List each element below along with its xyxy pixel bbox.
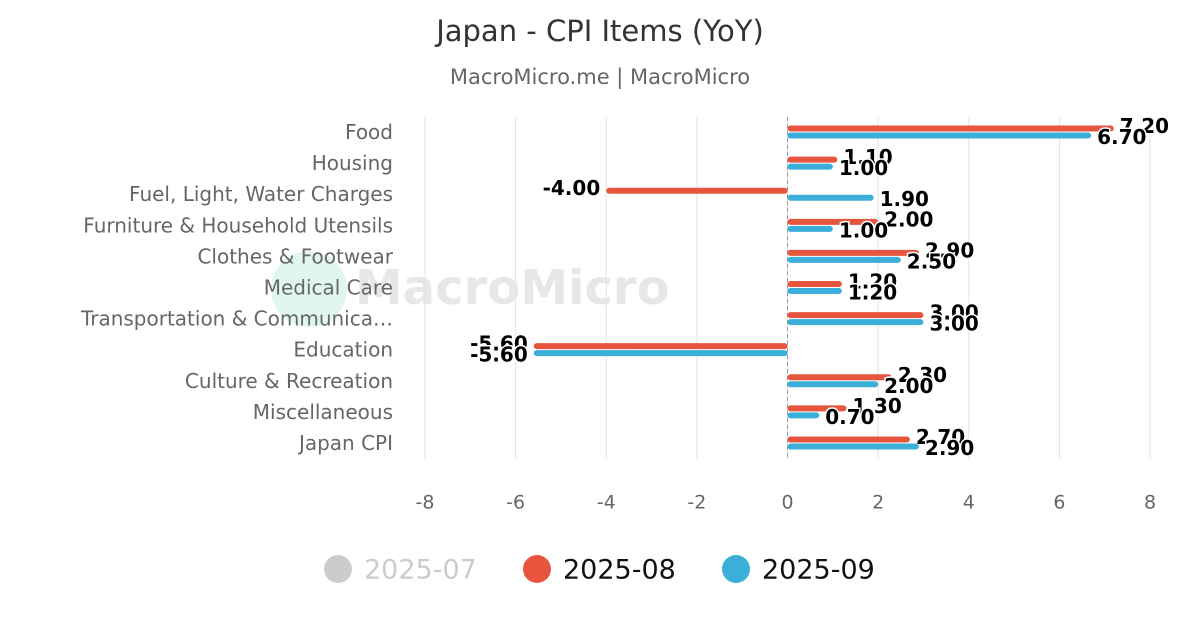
value-label: -5.60 (470, 332, 528, 356)
bar (787, 218, 879, 225)
bar (787, 405, 847, 412)
value-label: 6.70 (1097, 125, 1146, 149)
value-label: 7.20 (1120, 114, 1169, 138)
value-label: 3.00 (929, 312, 978, 336)
watermark-text: MacroMicro (355, 260, 670, 316)
value-label: 2.00 (884, 374, 933, 398)
y-tick-label: Clothes & Footwear (197, 244, 393, 268)
bar (787, 132, 1092, 139)
y-tick-label: Food (345, 120, 393, 144)
bar (787, 256, 901, 263)
value-label: 2.90 (925, 436, 974, 460)
value-label: 1.30 (852, 394, 901, 418)
x-tick-label: -4 (597, 492, 616, 514)
x-tick-label: -2 (687, 492, 706, 514)
x-tick-label: 2 (872, 492, 884, 514)
value-label: 1.00 (839, 218, 888, 242)
value-label: -5.60 (470, 343, 528, 367)
legend-item[interactable]: 2025-07 (324, 555, 477, 586)
bar (787, 288, 842, 294)
y-tick-label: Transportation & Communica… (80, 307, 393, 331)
value-label: 2.00 (884, 207, 933, 231)
y-tick-label: Japan CPI (297, 431, 393, 455)
x-tick-label: -8 (416, 492, 435, 514)
value-label: 1.00 (839, 156, 888, 180)
bar (533, 343, 788, 350)
y-tick-label: Medical Care (264, 276, 393, 300)
bar (787, 374, 892, 381)
bar (787, 443, 919, 450)
value-label: 1.90 (880, 187, 929, 211)
bar (787, 156, 838, 163)
legend-label: 2025-09 (762, 555, 875, 586)
legend-swatch (324, 555, 352, 583)
y-tick-label: Education (293, 338, 393, 362)
bar (787, 412, 820, 419)
bar (787, 436, 910, 443)
value-label: 2.90 (925, 238, 974, 262)
bar (787, 319, 924, 326)
bar (787, 125, 1114, 132)
x-tick-label: 8 (1144, 492, 1156, 514)
legend-label: 2025-08 (563, 555, 676, 586)
chart-title: Japan - CPI Items (YoY) (434, 14, 764, 48)
legend-swatch (722, 555, 750, 583)
watermark: MacroMicro (271, 251, 670, 327)
value-label: 3.00 (929, 301, 978, 325)
y-tick-label: Fuel, Light, Water Charges (129, 182, 393, 206)
y-tick-label: Furniture & Household Utensils (83, 213, 393, 237)
y-tick-label: Culture & Recreation (185, 369, 393, 393)
value-label: 1.10 (843, 145, 892, 169)
bar (787, 225, 833, 232)
value-label: 1.20 (848, 281, 897, 305)
bar (787, 194, 874, 201)
legend-label: 2025-07 (364, 555, 477, 586)
bar (606, 187, 788, 194)
value-label: 1.20 (848, 270, 897, 294)
bar (787, 312, 924, 319)
value-label: 2.70 (916, 425, 965, 449)
value-label: 2.30 (898, 363, 947, 387)
bar (533, 350, 788, 357)
value-label: -4.00 (543, 176, 601, 200)
bar (787, 163, 833, 170)
bar (787, 249, 919, 256)
value-label: 0.70 (825, 405, 874, 429)
y-tick-label: Housing (312, 151, 393, 175)
y-tick-label: Miscellaneous (253, 400, 393, 424)
legend-item[interactable]: 2025-08 (523, 555, 676, 586)
x-tick-label: 6 (1053, 492, 1065, 514)
watermark-logo (271, 251, 347, 327)
x-tick-label: 0 (781, 492, 793, 514)
legend-item[interactable]: 2025-09 (722, 555, 875, 586)
value-label: 2.50 (907, 249, 956, 273)
bar (787, 381, 879, 388)
bar (787, 281, 842, 287)
chart-subtitle: MacroMicro.me | MacroMicro (450, 65, 750, 90)
x-tick-label: 4 (963, 492, 975, 514)
legend-swatch (523, 555, 551, 583)
x-tick-label: -6 (506, 492, 525, 514)
